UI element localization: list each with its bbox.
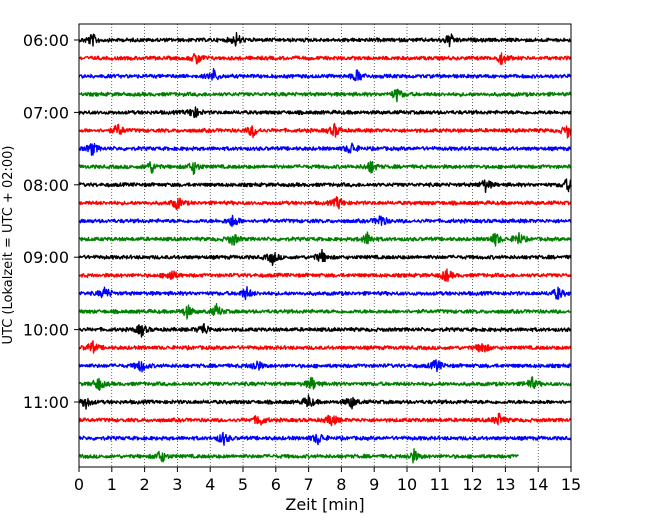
- trace-line: [78, 448, 519, 464]
- x-tick-label: 14: [528, 475, 548, 494]
- y-tick-label: 08:00: [23, 176, 69, 195]
- trace-line: [78, 160, 572, 176]
- x-tick-label: 2: [140, 475, 150, 494]
- x-tick-label: 12: [462, 475, 482, 494]
- vertical-gridlines: [111, 24, 539, 467]
- x-axis-label: Zeit [min]: [285, 495, 364, 514]
- trace-line: [78, 376, 572, 391]
- trace-line: [78, 122, 572, 139]
- trace-line: [78, 286, 572, 301]
- trace-line: [78, 268, 572, 283]
- plot-frame: [78, 23, 572, 468]
- trace-line: [78, 322, 572, 338]
- trace-line: [78, 431, 572, 446]
- trace-line: [78, 88, 572, 103]
- seismic-traces: [78, 32, 572, 464]
- trace-line: [78, 214, 572, 228]
- trace-line: [78, 32, 572, 48]
- trace-line: [78, 303, 572, 320]
- y-tick-label: 10:00: [23, 321, 69, 340]
- y-tick-label: 07:00: [23, 103, 69, 122]
- trace-line: [78, 394, 572, 410]
- trace-line: [78, 359, 572, 373]
- y-axis-label: UTC (Lokalzeit = UTC + 02:00): [1, 146, 16, 345]
- plot-area-background: [79, 24, 571, 467]
- trace-line: [78, 142, 572, 156]
- trace-line: [78, 68, 572, 82]
- x-tick-label: 8: [336, 475, 346, 494]
- y-tick-label: 09:00: [23, 248, 69, 267]
- y-tick-label: 11:00: [23, 393, 69, 412]
- x-tick-label: 9: [369, 475, 379, 494]
- x-tick-label: 13: [495, 475, 515, 494]
- trace-line: [78, 340, 572, 354]
- x-tick-label: 11: [430, 475, 450, 494]
- trace-line: [78, 412, 572, 427]
- x-tick-label: 15: [561, 475, 581, 494]
- trace-line: [78, 106, 572, 119]
- trace-line: [78, 52, 572, 66]
- x-tick-label: 3: [172, 475, 182, 494]
- x-tick-label: 5: [238, 475, 248, 494]
- trace-line: [78, 196, 572, 211]
- trace-line: [78, 231, 572, 247]
- x-axis: 0 1 2 3 4 5 6 7 8 9 10 11 12 13 14 15: [74, 467, 581, 494]
- trace-line: [78, 248, 572, 267]
- x-tick-label: 10: [397, 475, 417, 494]
- x-tick-label: 1: [107, 475, 117, 494]
- y-axis: 06:00 07:00 08:00 09:00 10:00 11:00: [23, 31, 79, 412]
- y-tick-label: 06:00: [23, 31, 69, 50]
- x-tick-label: 6: [271, 475, 281, 494]
- x-tick-label: 0: [74, 475, 84, 494]
- trace-line: [78, 178, 572, 193]
- x-tick-label: 7: [304, 475, 314, 494]
- x-tick-label: 4: [205, 475, 215, 494]
